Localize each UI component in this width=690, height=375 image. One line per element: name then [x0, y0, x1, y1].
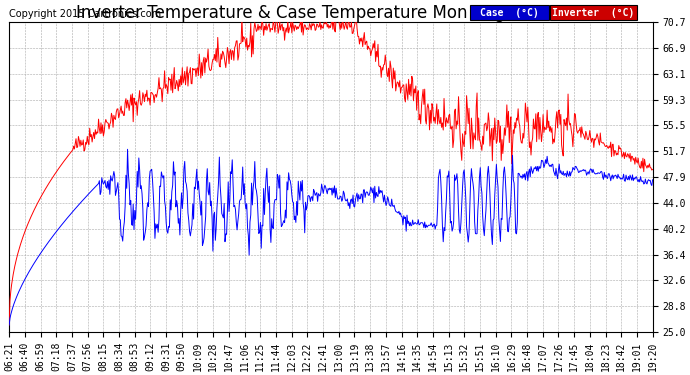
Text: Case  (°C): Case (°C)	[480, 8, 539, 18]
Title: Inverter Temperature & Case Temperature Mon Aug 31 19:25: Inverter Temperature & Case Temperature …	[77, 4, 585, 22]
Text: Copyright 2015 Cartronics.com: Copyright 2015 Cartronics.com	[9, 9, 161, 19]
Text: Inverter  (°C): Inverter (°C)	[553, 8, 635, 18]
